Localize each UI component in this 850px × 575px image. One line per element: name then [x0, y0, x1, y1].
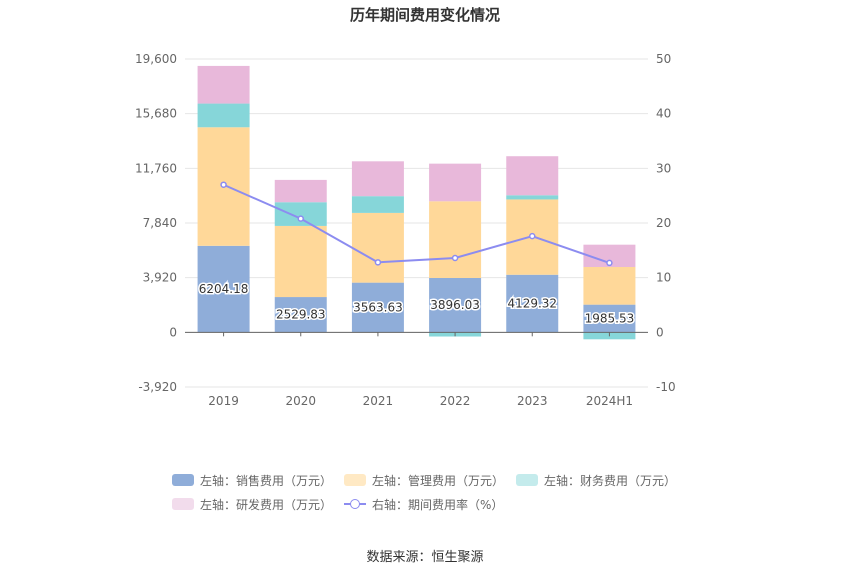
- bar-segment: [429, 278, 482, 333]
- legend-swatch-rnd: [172, 498, 194, 510]
- right-tick-label: 50: [656, 52, 671, 66]
- axes: -3,920 0 3,920 7,840 11,760 15,680 19,600 -10 0 1…: [135, 52, 676, 408]
- rate-line-path: [223, 183, 610, 264]
- bar-segment: [274, 225, 327, 298]
- legend-label-admin: 左轴：管理费用（万元）: [372, 473, 505, 488]
- left-tick-label: 15,680: [135, 107, 177, 121]
- right-tick-label: 40: [656, 107, 671, 121]
- legend-item-rate[interactable]: 右轴：期间费用率（%）: [344, 496, 503, 512]
- left-tick-label: 3,920: [143, 271, 177, 285]
- legend-item-rnd[interactable]: 左轴：研发费用（万元）: [172, 496, 332, 512]
- bar-segment: [506, 274, 559, 333]
- bar-segment: [274, 202, 327, 226]
- legend-label-finance: 左轴：财务费用（万元）: [544, 473, 677, 488]
- legend-swatch-sales: [172, 474, 194, 486]
- left-tick-label: 7,840: [143, 216, 177, 230]
- bar-segment: [583, 244, 636, 267]
- rate-point: [529, 232, 536, 240]
- gridlines: [185, 58, 648, 388]
- right-tick-label: -10: [656, 380, 676, 394]
- rate-point: [606, 259, 613, 267]
- bar-series: [197, 65, 636, 340]
- rate-point: [374, 259, 382, 266]
- bar-segment: [197, 245, 250, 333]
- right-tick-label: 20: [656, 216, 671, 230]
- bar-segment: [351, 282, 404, 333]
- data-labels: 6204.18 2529.83 3563.63 3896.03 4129.32 1985.…: [197, 281, 635, 327]
- rate-point: [451, 254, 459, 262]
- bar-segment: [351, 196, 404, 213]
- bar-segment: [351, 161, 404, 197]
- left-tick-label: 0: [169, 325, 177, 339]
- sales-data-label: 4129.32: [507, 297, 557, 311]
- bar-segment: [197, 65, 250, 104]
- bar-segment: [197, 103, 250, 128]
- legend-swatch-finance: [516, 474, 538, 486]
- chart-title: 历年期间费用变化情况: [349, 6, 500, 24]
- left-tick-label: 11,760: [135, 161, 177, 175]
- legend-item-finance[interactable]: 左轴：财务费用（万元）: [516, 472, 676, 488]
- category-label: 2020: [285, 394, 316, 408]
- bar-segment: [274, 179, 327, 203]
- right-tick-label: 30: [656, 161, 671, 175]
- bar-segment: [274, 297, 327, 333]
- bar-segment: [429, 201, 482, 279]
- sales-data-label: 3563.63: [353, 300, 403, 314]
- legend-line-rate-icon: [344, 498, 366, 510]
- legend-swatch-admin: [344, 474, 366, 486]
- sales-data-label: 1985.53: [585, 311, 635, 325]
- rate-line: [220, 181, 613, 267]
- bar-segment: [506, 156, 559, 196]
- legend-label-rate: 右轴：期间费用率（%）: [372, 497, 504, 512]
- category-label: 2024H1: [586, 394, 633, 408]
- category-label: 2023: [517, 394, 548, 408]
- right-tick-label: 0: [656, 325, 664, 339]
- bar-segment: [429, 163, 482, 202]
- legend-label-rnd: 左轴：研发费用（万元）: [200, 497, 333, 512]
- category-label: 2022: [440, 394, 471, 408]
- legend-item-admin[interactable]: 左轴：管理费用（万元）: [344, 472, 504, 488]
- sales-data-label: 6204.18: [199, 282, 249, 296]
- left-tick-label: -3,920: [138, 380, 177, 394]
- bar-segment: [506, 195, 559, 200]
- category-label: 2021: [363, 394, 394, 408]
- stacked-bar-line-chart: 6204.18 2529.83 3563.63 3896.03 4129.32 1985.…: [135, 52, 676, 408]
- legend-label-sales: 左轴：销售费用（万元）: [200, 473, 333, 488]
- bar-segment: [351, 212, 404, 283]
- rate-point: [220, 181, 227, 188]
- left-tick-label: 19,600: [135, 52, 177, 66]
- right-tick-label: 10: [656, 271, 671, 285]
- sales-data-label: 3896.03: [430, 298, 480, 312]
- category-label: 2019: [208, 394, 239, 408]
- sales-data-label: 2529.83: [276, 308, 326, 322]
- bar-segment: [583, 304, 636, 333]
- bar-segment: [583, 266, 636, 305]
- rate-point: [297, 215, 304, 222]
- legend-item-sales[interactable]: 左轴：销售费用（万元）: [172, 472, 332, 488]
- data-source: 数据来源：恒生聚源: [366, 550, 484, 565]
